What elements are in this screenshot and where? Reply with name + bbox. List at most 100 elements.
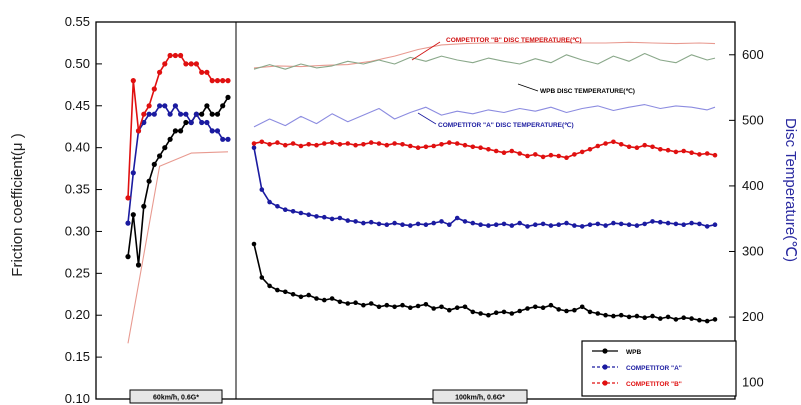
series-4-competitor-a-point <box>298 210 304 216</box>
series-8-competitor-a-disc-temperature-line <box>253 104 716 128</box>
series-3-wpb-point <box>345 301 351 306</box>
series-2-competitor-b-point <box>178 52 184 59</box>
series-3-wpb-point <box>634 313 640 319</box>
series-3-wpb-point <box>337 299 343 305</box>
series-3-wpb-point <box>665 314 671 320</box>
series-3-wpb-line <box>253 243 716 322</box>
series-4-competitor-a-point <box>447 222 452 227</box>
series-3-wpb-point <box>493 310 499 316</box>
legend-entry-competitor-a: COMPETITOR "A" <box>592 364 682 372</box>
series-4-competitor-a-point <box>548 223 554 228</box>
series-6-competitor-b-disc-temperature <box>253 41 716 69</box>
series-1-competitor-a-point <box>130 170 136 176</box>
left-tick-label: 0.15 <box>65 349 90 364</box>
series-4-competitor-a-point <box>251 145 257 150</box>
series-4-competitor-a-point <box>275 204 280 209</box>
series-4-competitor-a-point <box>634 223 640 228</box>
series-3-wpb-point <box>322 297 327 303</box>
annotation-a-arrow <box>417 112 437 125</box>
series-3-wpb-point <box>275 287 280 293</box>
series-2-competitor-b-line <box>127 54 228 198</box>
series-6-competitor-b-disc-temperature-line <box>253 41 716 69</box>
series-0-wpb-point <box>125 254 131 260</box>
right-tick-label: 600 <box>742 47 764 62</box>
series-3-wpb-point <box>259 275 265 280</box>
series-5-competitor-b-point <box>697 152 702 157</box>
series-3-wpb-point <box>712 317 718 322</box>
series-4-competitor-a-point <box>603 223 608 228</box>
series-5-competitor-b-point <box>400 142 405 147</box>
series-4-competitor-a-point <box>384 222 390 227</box>
series-5-competitor-b-point <box>556 153 561 159</box>
series-3-wpb-point <box>368 301 374 306</box>
series-5-competitor-b-point <box>525 153 530 159</box>
left-tick-label: 0.45 <box>65 98 90 113</box>
series-4-competitor-a-point <box>540 221 546 227</box>
series-1-competitor-a-point <box>225 136 231 142</box>
series-4-competitor-a-point <box>712 222 718 227</box>
series-5-competitor-b-point <box>376 141 382 146</box>
series-3-wpb-point <box>306 292 312 298</box>
series-2-competitor-b-point <box>188 61 194 67</box>
series-3-wpb-point <box>697 317 702 323</box>
annotation-b-arrow <box>411 41 441 61</box>
panel-1-label-box: 60km/h, 0.6G* <box>129 389 223 404</box>
series-4-competitor-a-point <box>618 221 624 227</box>
left-axis-ticks: 0.10 0.15 0.20 0.25 0.30 0.35 0.40 0.45 0.50 0.55 <box>65 14 102 405</box>
series-5-competitor-b-point <box>533 152 538 157</box>
annotation-b-temp: COMPETITOR "B" DISC TEMPERATURE(℃) <box>446 36 582 44</box>
series-4-competitor-a-point <box>290 209 296 214</box>
series-3-wpb-point <box>681 315 686 321</box>
series-3-wpb-point <box>501 309 507 315</box>
series-4-competitor-a-point <box>283 207 288 212</box>
left-tick-label: 0.55 <box>65 14 90 29</box>
series-3-wpb-point <box>251 241 257 247</box>
series-5-competitor-b-point <box>564 155 569 160</box>
series-3-wpb-point <box>572 307 577 313</box>
series-5-competitor-b-point <box>322 141 327 146</box>
series-1-competitor-a-point <box>214 128 221 134</box>
series-4-competitor-a-point <box>689 220 694 226</box>
left-axis-label: Friction coefficient(μ ) <box>9 133 26 276</box>
series-4-competitor-a-point <box>704 224 710 229</box>
series-0-wpb-point <box>151 161 157 167</box>
series-5-competitor-b-point <box>345 141 351 146</box>
annotation-a-temp: COMPETITOR "A" DISC TEMPERATURE(℃) <box>438 121 574 129</box>
series-1-competitor-a-point <box>125 220 131 226</box>
series-3-wpb-point <box>509 311 515 316</box>
series-2-competitor-b-point <box>167 52 173 59</box>
series-5-competitor-b-point <box>681 148 686 154</box>
series-3-wpb-point <box>283 289 288 295</box>
right-tick-label: 100 <box>742 375 764 390</box>
series-4-competitor-a-point <box>470 220 476 226</box>
series-3-wpb-point <box>564 308 569 314</box>
series-5-competitor-b-point <box>548 152 554 158</box>
series-5-competitor-b-point <box>392 141 397 146</box>
series-3-wpb-point <box>392 304 397 310</box>
series-5-competitor-b-point <box>408 143 413 149</box>
series-4-competitor-a-point <box>322 214 327 220</box>
panel-1-label: 60km/h, 0.6G* <box>153 395 199 402</box>
series-1-competitor-a-point <box>204 119 210 126</box>
series-1-competitor-a-point <box>209 128 215 134</box>
series-layer <box>125 41 718 344</box>
series-3-wpb-point <box>595 311 601 316</box>
series-4-competitor-a-point <box>673 221 679 227</box>
series-4-competitor-a-point <box>376 221 382 227</box>
left-tick-label: 0.10 <box>65 391 90 405</box>
series-4-competitor-a-point <box>462 219 468 224</box>
series-3-wpb-point <box>314 296 319 301</box>
series-3-wpb-point <box>431 306 437 311</box>
series-4-competitor-a-point <box>314 214 319 219</box>
left-tick-label: 0.20 <box>65 307 90 322</box>
annotation-wpb-arrow <box>517 83 539 92</box>
plot-border <box>95 21 736 400</box>
series-4-competitor-a-point <box>572 223 577 228</box>
series-5-competitor-b-point <box>517 151 522 156</box>
legend-entry-competitor-b: COMPETITOR "B" <box>592 380 682 388</box>
series-3-wpb-point <box>267 283 272 289</box>
series-3-wpb-point <box>603 312 608 318</box>
series-3-wpb-point <box>556 307 561 312</box>
series-0-wpb-point <box>167 136 173 142</box>
series-1-competitor-a-point <box>162 103 168 109</box>
